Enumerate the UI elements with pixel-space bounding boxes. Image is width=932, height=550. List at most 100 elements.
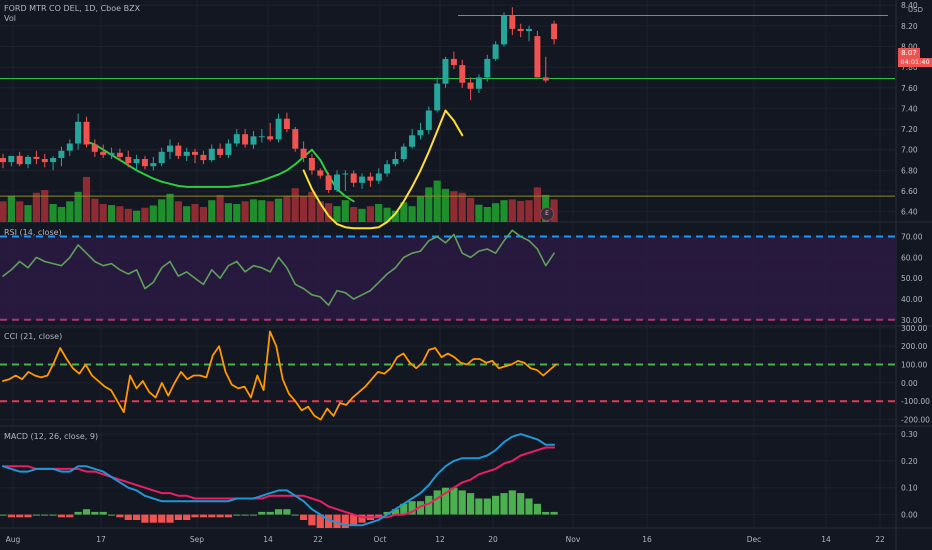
currency-label: USD (908, 6, 923, 14)
candle-body (367, 176, 374, 181)
price-tick-label: 7.00 (901, 146, 918, 155)
candle-body (283, 118, 290, 129)
x-tick-label: 20 (488, 535, 498, 544)
price-tick-label: 6.80 (901, 166, 918, 175)
signal-line (2, 446, 556, 519)
cci-tick-label: 100.00 (901, 361, 927, 370)
macd-histogram-bar (358, 514, 366, 523)
volume-bar (550, 199, 558, 222)
volume-bar (0, 201, 7, 222)
last-price-badge: 8.07 (898, 48, 920, 58)
candle-body (167, 145, 173, 152)
macd-histogram-bar (166, 514, 174, 523)
volume-bar (533, 187, 541, 222)
macd-histogram-bar (333, 514, 341, 528)
candle-body (208, 148, 215, 161)
price-axis[interactable]: 6.40 6.60 6.80 7.00 7.20 7.40 7.60 7.80 8.00 8.20… (901, 1, 930, 519)
volume-bar (383, 207, 391, 222)
volume-bar (99, 204, 107, 222)
volume-label[interactable]: Vol (4, 14, 16, 23)
volume-bar (333, 206, 341, 222)
rsi-label[interactable]: RSI (14, close) (4, 228, 62, 237)
volume-bar (525, 200, 533, 222)
cci-tick-label: 300.00 (901, 324, 927, 333)
candle-body (217, 148, 224, 155)
macd-histogram-bar (308, 514, 316, 526)
price-tick-label: 7.80 (901, 63, 918, 72)
macd-histogram-bar (425, 495, 433, 515)
macd-histogram-bar (0, 514, 7, 516)
candle-body (250, 136, 257, 145)
volume-bar (416, 196, 425, 222)
macd-histogram-bar (391, 509, 399, 515)
cci-tick-label: 0.00 (901, 379, 918, 388)
macd-histogram-bar (291, 514, 299, 516)
candle-body (83, 121, 90, 145)
price-pane[interactable] (0, 7, 895, 230)
candle-body (150, 163, 157, 167)
rsi-band (0, 236, 895, 320)
volume-bar (258, 200, 266, 222)
volume-bar (208, 200, 216, 222)
price-tick-label: 7.60 (901, 84, 918, 93)
macd-histogram-bar (82, 509, 91, 515)
macd-histogram-bar (467, 493, 475, 515)
macd-histogram-bar (274, 509, 283, 515)
cci-pane[interactable] (0, 330, 895, 421)
macd-histogram-bar (66, 514, 74, 518)
macd-histogram-bar (74, 511, 82, 515)
price-tick-label: 8.00 (901, 42, 918, 51)
volume-bar (124, 208, 132, 222)
candle-body (467, 82, 474, 89)
macd-histogram-bar (24, 514, 32, 518)
candle-body (75, 121, 82, 144)
macd-label[interactable]: MACD (12, 26, close, 9) (4, 432, 99, 441)
price-tick-label: 7.40 (901, 104, 918, 113)
candle-body (133, 159, 140, 164)
candle-body (325, 175, 332, 190)
volume-bar (16, 201, 24, 222)
earnings-marker[interactable]: E (540, 207, 554, 221)
macd-tick-label: 0.30 (901, 430, 918, 439)
macd-histogram-bar (174, 514, 182, 520)
macd-histogram-bar (149, 514, 157, 523)
volume-bar (300, 196, 308, 222)
volume-bar (166, 193, 174, 222)
macd-histogram-bar (216, 514, 224, 518)
volume-bar (191, 204, 199, 222)
candle-body (66, 143, 73, 151)
volume-bar (483, 207, 491, 222)
rsi-pane[interactable] (0, 229, 895, 321)
macd-line (2, 433, 556, 527)
volume-bar (174, 201, 182, 222)
volume-bar (224, 203, 232, 222)
time-axis[interactable]: Aug 17 Sep 14 22 Oct 12 20 Nov 16 Dec 14 22 (6, 535, 885, 544)
candle-body (417, 130, 424, 136)
candle-body (50, 158, 57, 163)
candle-body (375, 173, 382, 181)
symbol-title[interactable]: FORD MTR CO DEL, 1D, Cboe BZX (4, 4, 141, 13)
volume-bar (57, 207, 65, 222)
volume-bar (108, 205, 116, 222)
volume-bar (82, 176, 91, 222)
cci-label[interactable]: CCI (21, close) (4, 332, 63, 341)
volume-bar (308, 191, 316, 222)
macd-pane[interactable] (0, 433, 558, 528)
candle-body (91, 144, 98, 152)
volume-bar (508, 199, 516, 222)
volume-bar (216, 194, 224, 222)
macd-histogram-bar (99, 511, 107, 515)
x-tick-label: Sep (190, 535, 204, 544)
macd-histogram-bar (116, 514, 124, 518)
cci-tick-label: 200.00 (901, 342, 927, 351)
cci-tick-label: -200.00 (901, 416, 930, 425)
macd-histogram-bar (16, 514, 24, 518)
price-tick-label: 8.40 (901, 1, 918, 10)
volume-bar (425, 187, 433, 222)
volume-bar (74, 191, 82, 222)
x-tick-label: Dec (747, 535, 762, 544)
volume-bar (32, 192, 40, 222)
volume-bar (450, 191, 458, 222)
macd-histogram-bar (325, 514, 333, 528)
